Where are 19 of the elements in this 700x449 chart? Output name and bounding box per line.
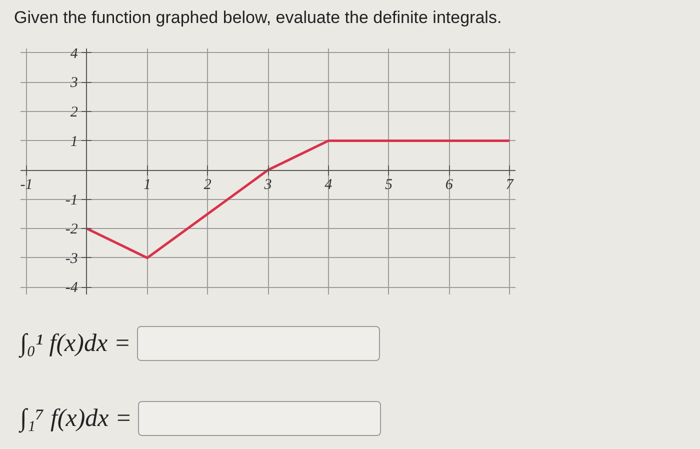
- x-tick-label: 6: [445, 177, 454, 194]
- y-tick-label: -3: [65, 250, 78, 267]
- x-tick-label: 1: [144, 177, 152, 194]
- x-tick-label: 2: [204, 177, 212, 194]
- text: ∫₀¹ f(x)dx =: [20, 329, 131, 360]
- y-tick-label: -1: [65, 192, 78, 208]
- text: ∫₁⁷ f(x)dx =: [20, 404, 132, 435]
- y-tick-label: 1: [70, 134, 78, 150]
- y-tick-label: 4: [70, 46, 78, 62]
- x-tick-label: 5: [384, 177, 393, 194]
- y-tick-label: 2: [70, 104, 78, 120]
- x-tick-label: 7: [506, 177, 515, 194]
- x-tick-label: 3: [263, 177, 272, 194]
- chart-title: Given the function graphed below, evaluate the definite integrals.: [14, 7, 502, 29]
- y-tick-label: -4: [65, 280, 78, 296]
- y-tick-label: -2: [65, 222, 78, 238]
- x-tick-label: 4: [324, 177, 333, 194]
- x-tick-label: -1: [20, 177, 33, 194]
- y-tick-label: 3: [69, 75, 78, 92]
